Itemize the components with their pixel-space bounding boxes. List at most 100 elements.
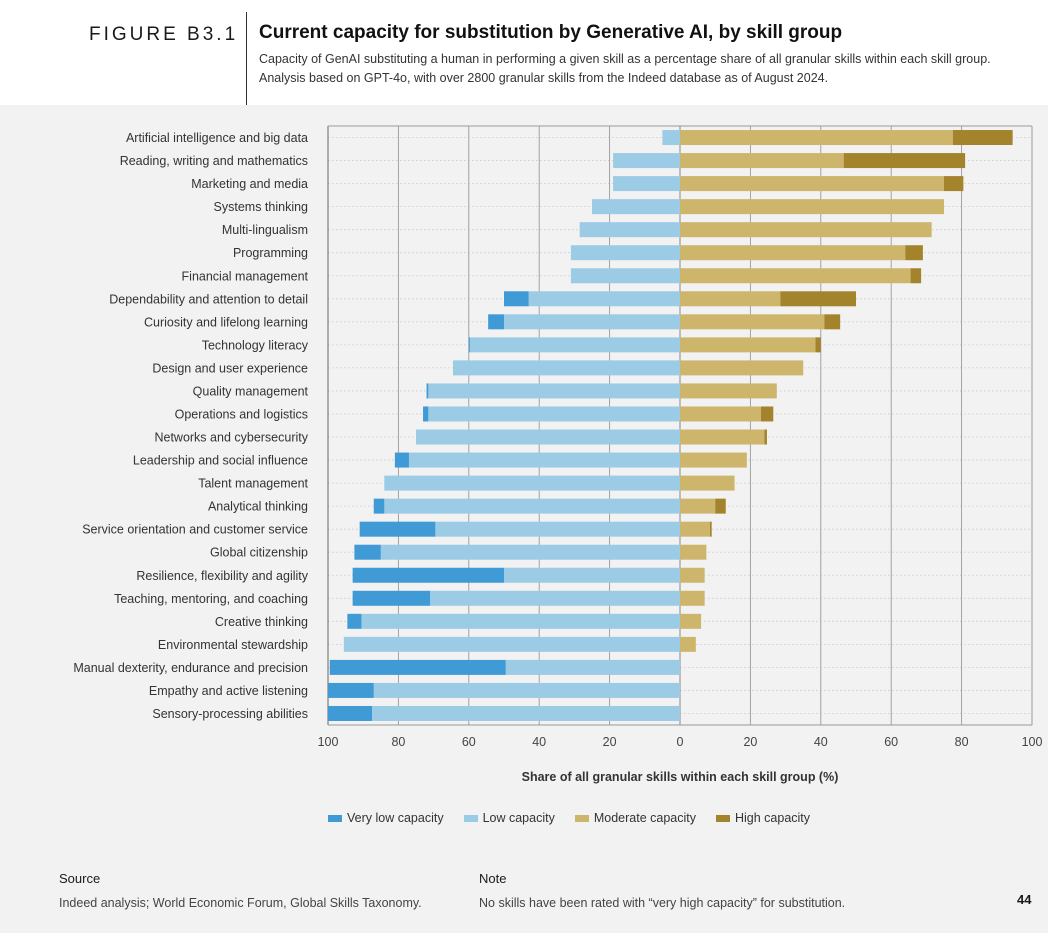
- subtitle-line-1: Capacity of GenAI substituting a human i…: [259, 52, 991, 66]
- bar-very-low-capacity: [373, 498, 385, 514]
- footer: [0, 855, 1048, 933]
- bar-low-capacity: [430, 590, 680, 606]
- bar-high-capacity: [715, 498, 726, 514]
- bar-moderate-capacity: [680, 176, 944, 192]
- bar-low-capacity: [469, 337, 680, 353]
- bar-very-low-capacity: [347, 613, 362, 629]
- legend-label-high: High capacity: [734, 811, 811, 825]
- legend-swatch-moderate: [574, 814, 589, 822]
- legend-swatch-high: [715, 814, 730, 822]
- bar-moderate-capacity: [680, 567, 705, 583]
- bar-high-capacity: [815, 337, 821, 353]
- bar-low-capacity: [570, 268, 680, 284]
- legend-item-low: Low capacity: [463, 811, 555, 825]
- bar-moderate-capacity: [680, 130, 953, 146]
- bar-very-low-capacity: [504, 291, 529, 307]
- bar-low-capacity: [613, 176, 680, 192]
- bar-low-capacity: [435, 521, 680, 537]
- x-tick-label: 20: [743, 735, 757, 749]
- bar-moderate-capacity: [680, 429, 765, 445]
- bar-moderate-capacity: [680, 291, 781, 307]
- bar-very-low-capacity: [394, 452, 409, 468]
- bar-very-low-capacity: [352, 567, 504, 583]
- category-label: Quality management: [193, 384, 309, 398]
- x-tick-label: 20: [603, 735, 617, 749]
- bar-very-low-capacity: [468, 337, 470, 353]
- category-label: Empathy and active listening: [149, 684, 308, 698]
- bar-high-capacity: [760, 406, 774, 422]
- note-text: No skills have been rated with “very hig…: [479, 896, 846, 910]
- bar-high-capacity: [952, 130, 1013, 146]
- category-label: Analytical thinking: [208, 500, 308, 514]
- bar-moderate-capacity: [680, 383, 777, 399]
- bar-low-capacity: [570, 245, 680, 261]
- bar-low-capacity: [504, 567, 680, 583]
- bar-moderate-capacity: [680, 153, 844, 169]
- bar-moderate-capacity: [680, 521, 710, 537]
- x-tick-label: 40: [532, 735, 546, 749]
- category-label: Sensory-processing abilities: [152, 707, 308, 721]
- category-label: Curiosity and lifelong learning: [144, 315, 308, 329]
- header-divider: [246, 12, 247, 105]
- bar-high-capacity: [944, 176, 964, 192]
- category-label: Global citizenship: [210, 546, 308, 560]
- category-label: Programming: [233, 246, 308, 260]
- bar-low-capacity: [428, 383, 680, 399]
- bar-high-capacity: [905, 245, 923, 261]
- bar-moderate-capacity: [680, 337, 816, 353]
- bar-high-capacity: [824, 314, 841, 330]
- chart-subtitle: Capacity of GenAI substituting a human i…: [259, 50, 1029, 88]
- bar-very-low-capacity: [359, 521, 436, 537]
- category-label: Leadership and social influence: [133, 454, 308, 468]
- legend-swatch-very-low: [328, 814, 342, 822]
- category-label: Teaching, mentoring, and coaching: [114, 592, 308, 606]
- bar-low-capacity: [384, 498, 680, 514]
- category-label: Resilience, flexibility and agility: [136, 569, 308, 583]
- grid-layer: [327, 125, 1033, 726]
- category-label: Technology literacy: [202, 338, 309, 352]
- bar-moderate-capacity: [680, 452, 747, 468]
- bar-low-capacity: [662, 130, 680, 146]
- bar-very-low-capacity: [354, 544, 381, 560]
- x-tick-label: 80: [391, 735, 405, 749]
- x-tick-label: 60: [462, 735, 476, 749]
- category-label: Operations and logistics: [175, 407, 308, 421]
- bar-moderate-capacity: [680, 199, 944, 215]
- bar-low-capacity: [416, 429, 680, 445]
- source-title: Source: [59, 871, 101, 886]
- bar-high-capacity: [764, 429, 767, 445]
- legend-label-low: Low capacity: [482, 811, 555, 825]
- bar-moderate-capacity: [680, 222, 932, 238]
- bar-low-capacity: [373, 682, 680, 698]
- x-tick-label: 80: [955, 735, 969, 749]
- category-label: Financial management: [182, 269, 309, 283]
- bar-very-low-capacity: [328, 682, 374, 698]
- bar-low-capacity: [361, 613, 680, 629]
- legend-label-very-low: Very low capacity: [347, 811, 444, 825]
- bar-moderate-capacity: [680, 360, 804, 376]
- note-title: Note: [479, 871, 507, 886]
- legend-label-moderate: Moderate capacity: [593, 811, 696, 825]
- category-label: Creative thinking: [215, 615, 308, 629]
- bar-layer: [328, 130, 1013, 721]
- category-label: Manual dexterity, endurance and precisio…: [73, 661, 308, 675]
- page-number: 44: [1017, 892, 1032, 907]
- header: FIGURE B3.1 Current capacity for substit…: [0, 0, 1048, 105]
- bar-moderate-capacity: [680, 498, 716, 514]
- bar-very-low-capacity: [328, 705, 372, 721]
- bar-low-capacity: [452, 360, 680, 376]
- bar-high-capacity: [780, 291, 856, 307]
- bar-low-capacity: [372, 705, 680, 721]
- figure-label: FIGURE B3.1: [89, 24, 239, 45]
- source-text: Indeed analysis; World Economic Forum, G…: [59, 896, 422, 910]
- bar-low-capacity: [592, 199, 680, 215]
- bar-low-capacity: [384, 475, 680, 491]
- bar-high-capacity: [910, 268, 922, 284]
- x-tick-label: 100: [318, 735, 339, 749]
- bar-low-capacity: [343, 636, 680, 652]
- category-label: Multi-lingualism: [222, 223, 308, 237]
- x-tick-label: 60: [884, 735, 898, 749]
- bar-moderate-capacity: [680, 636, 696, 652]
- bar-very-low-capacity: [423, 406, 429, 422]
- bar-low-capacity: [505, 659, 680, 675]
